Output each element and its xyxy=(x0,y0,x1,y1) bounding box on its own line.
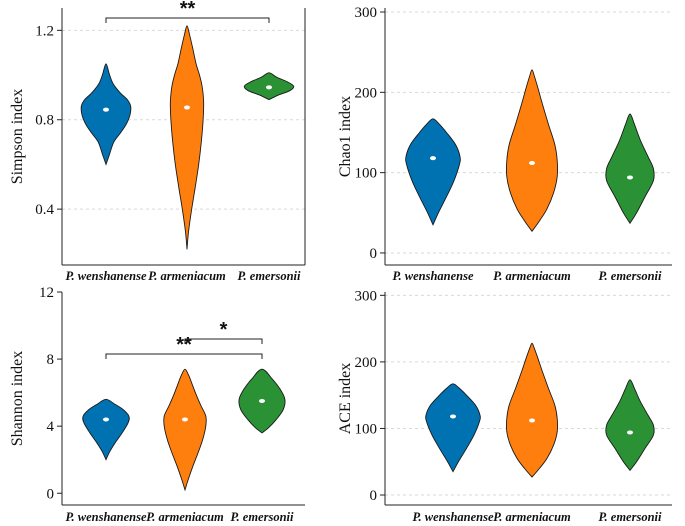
simpson-panel: 0.4 0.8 1.2 Simpson index P. wenshanense P. a… xyxy=(9,0,306,283)
ace-y-tick-label: 100 xyxy=(355,421,378,437)
ace-y-tick-label: 300 xyxy=(355,288,378,304)
ace-violin-1 xyxy=(425,383,481,473)
chao1-y-tick-label: 200 xyxy=(355,85,378,101)
shannon-y-axis-label: Shannon index xyxy=(9,351,26,447)
shannon-significance-bracket xyxy=(105,353,263,360)
chao1-violin-2 xyxy=(505,69,559,233)
shannon-median-marker xyxy=(259,399,265,404)
shannon-y-tick-label: 8 xyxy=(47,352,55,368)
shannon-median-marker xyxy=(182,417,188,422)
chao1-panel: 0 100 200 300 Chao1 index P. wenshanense P. ar… xyxy=(337,5,672,283)
ace-median-marker xyxy=(529,418,535,423)
simpson-significance-bracket xyxy=(105,17,270,24)
shannon-median-marker xyxy=(103,417,109,422)
chao1-category-label: P. armeniacum xyxy=(493,269,571,283)
ace-median-marker xyxy=(627,430,633,435)
simpson-median-marker xyxy=(184,105,190,110)
ace-category-label: P. emersonii xyxy=(599,510,662,524)
shannon-violin-1 xyxy=(82,398,130,461)
simpson-y-axis-label: Simpson index xyxy=(9,89,26,185)
ace-violin-2 xyxy=(505,342,559,478)
shannon-panel: 0 4 8 12 Shannon index P. wenshanense P. armen… xyxy=(9,285,305,524)
chao1-category-label: P. wenshanense xyxy=(392,269,473,283)
ace-category-label: P. wenshanense xyxy=(412,510,493,524)
simpson-significance-label: ** xyxy=(180,0,196,20)
chao1-median-marker xyxy=(430,156,436,161)
chao1-category-label: P. emersonii xyxy=(599,269,662,283)
shannon-y-tick-label: 4 xyxy=(47,419,55,435)
chao1-y-tick-label: 300 xyxy=(355,5,378,21)
ace-y-tick-label: 200 xyxy=(355,355,378,371)
shannon-y-tick-label: 0 xyxy=(47,486,55,502)
shannon-significance-bracket xyxy=(184,338,263,344)
chao1-y-tick-label: 100 xyxy=(355,166,378,182)
ace-y-axis-label: ACE index xyxy=(337,363,354,435)
chao1-median-marker xyxy=(627,175,633,180)
shannon-category-label: P. wenshanense xyxy=(65,510,146,524)
chao1-violin-1 xyxy=(405,118,461,226)
ace-y-tick-label: 0 xyxy=(370,488,378,504)
shannon-category-label: P. armeniacum xyxy=(146,510,224,524)
simpson-y-tick-label: 0.8 xyxy=(35,113,54,129)
shannon-category-label: P. emersonii xyxy=(231,510,294,524)
simpson-category-label: P. emersonii xyxy=(238,269,301,283)
ace-category-label: P. armeniacum xyxy=(493,510,571,524)
shannon-y-tick-label: 12 xyxy=(39,285,54,301)
simpson-violin-1 xyxy=(80,63,132,166)
shannon-significance-label: ** xyxy=(176,334,192,356)
chao1-median-marker xyxy=(529,161,535,166)
ace-panel: 0 100 200 300 ACE index P. wenshanense P. arme… xyxy=(337,288,672,524)
ace-median-marker xyxy=(450,414,456,419)
simpson-violin-2 xyxy=(169,25,205,250)
chao1-y-tick-label: 0 xyxy=(370,246,378,262)
shannon-violin-2 xyxy=(163,368,207,492)
simpson-y-tick-label: 1.2 xyxy=(35,23,54,39)
simpson-category-label: P. armeniacum xyxy=(148,269,226,283)
shannon-significance-label: * xyxy=(220,319,228,341)
simpson-median-marker xyxy=(103,107,109,112)
simpson-median-marker xyxy=(266,85,272,90)
chao1-violin-3 xyxy=(605,113,655,225)
simpson-y-tick-label: 0.4 xyxy=(35,202,54,218)
simpson-category-label: P. wenshanense xyxy=(65,269,146,283)
ace-violin-3 xyxy=(605,379,655,472)
chao1-y-axis-label: Chao1 index xyxy=(337,96,354,177)
